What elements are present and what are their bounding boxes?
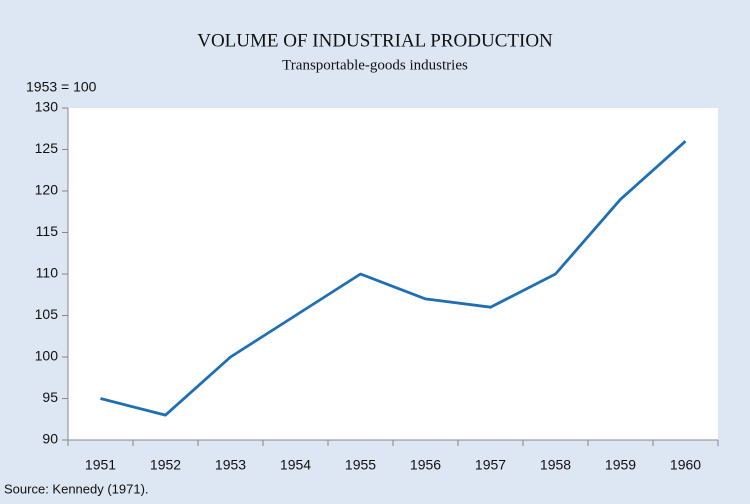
x-tick-label: 1960 [670,457,701,473]
y-tick-label: 95 [42,389,58,405]
x-tick-label: 1952 [150,457,181,473]
x-tick-label: 1955 [345,457,376,473]
source: Source: Kennedy (1971). [4,481,149,496]
x-tick-label: 1956 [410,457,441,473]
data-line [100,140,687,417]
y-tick-label: 100 [35,348,59,364]
y-tick-label: 110 [36,265,59,281]
x-tick-label: 1953 [215,457,246,473]
y-tick-label: 105 [35,306,59,322]
y-tick-label: 115 [36,223,59,239]
chart-title: VOLUME OF INDUSTRIAL PRODUCTION [197,30,553,51]
y-tick-label: 120 [35,182,59,198]
chart-subtitle: Transportable-goods industries [282,57,468,73]
y-tick-label: 125 [35,140,59,156]
x-tick-label: 1951 [85,457,116,473]
y-tick-label: 90 [42,431,58,447]
x-tick-label: 1958 [540,457,571,473]
y-tick-label: 130 [35,99,59,115]
y-axis-label: 1953 = 100 [26,79,97,95]
x-tick-label: 1957 [475,457,506,473]
x-tick-label: 1959 [605,457,636,473]
plot-area [68,108,718,440]
x-tick-label: 1954 [280,457,311,473]
